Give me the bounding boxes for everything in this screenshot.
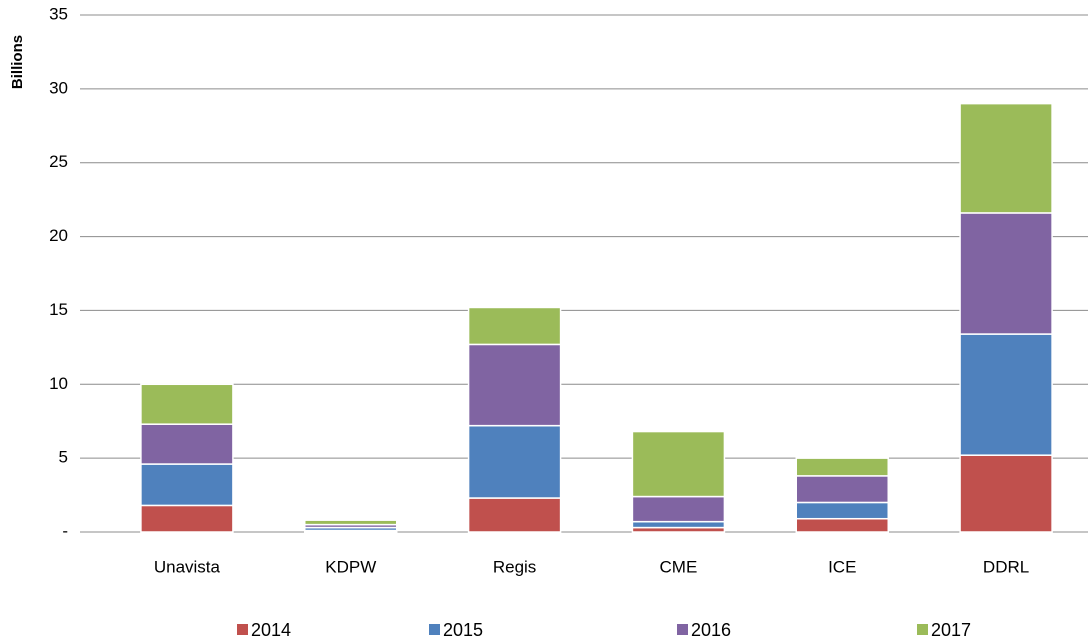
bar-segment — [795, 501, 889, 520]
x-tick-label: DDRL — [983, 557, 1029, 576]
y-axis-label: Billions — [9, 35, 26, 89]
bar-segment — [467, 306, 562, 346]
bar-segment — [467, 497, 562, 533]
y-tick-label: 30 — [49, 78, 68, 97]
bar-segment — [631, 495, 726, 523]
bar-segment — [140, 463, 234, 507]
bar-segment — [140, 423, 234, 465]
y-tick-label: 5 — [59, 448, 68, 467]
x-tick-label: ICE — [828, 557, 856, 576]
bar-segment — [467, 424, 562, 499]
x-tick-label: Unavista — [154, 557, 221, 576]
y-tick-label: 15 — [49, 300, 68, 319]
legend-swatch — [917, 624, 928, 635]
legend-swatch — [677, 624, 688, 635]
y-tick-label: 25 — [49, 152, 68, 171]
legend-label: 2016 — [691, 620, 731, 640]
bar-segment — [140, 383, 234, 425]
bar-segment — [467, 343, 562, 427]
legend-swatch — [429, 624, 440, 635]
x-tick-label: KDPW — [325, 557, 376, 576]
bar-segment — [631, 520, 726, 529]
legend-label: 2015 — [443, 620, 483, 640]
legend-label: 2014 — [251, 620, 291, 640]
bar-segment — [959, 212, 1053, 335]
legend-label: 2017 — [931, 620, 971, 640]
bar-segment — [795, 457, 889, 477]
bar-segment — [631, 430, 726, 498]
y-tick-label: 20 — [49, 226, 68, 245]
bar-segment — [795, 517, 889, 533]
legend-swatch — [237, 624, 248, 635]
y-tick-label: - — [62, 521, 68, 540]
bar-segment — [304, 519, 398, 526]
bar-segment — [795, 475, 889, 504]
bar-segment — [959, 454, 1053, 533]
y-tick-label: 10 — [49, 374, 68, 393]
y-tick-label: 35 — [49, 4, 68, 23]
x-tick-label: CME — [660, 557, 698, 576]
bar-segment — [959, 333, 1053, 456]
bar-segment — [959, 102, 1053, 214]
bar-segment — [140, 504, 234, 533]
x-tick-label: Regis — [493, 557, 536, 576]
